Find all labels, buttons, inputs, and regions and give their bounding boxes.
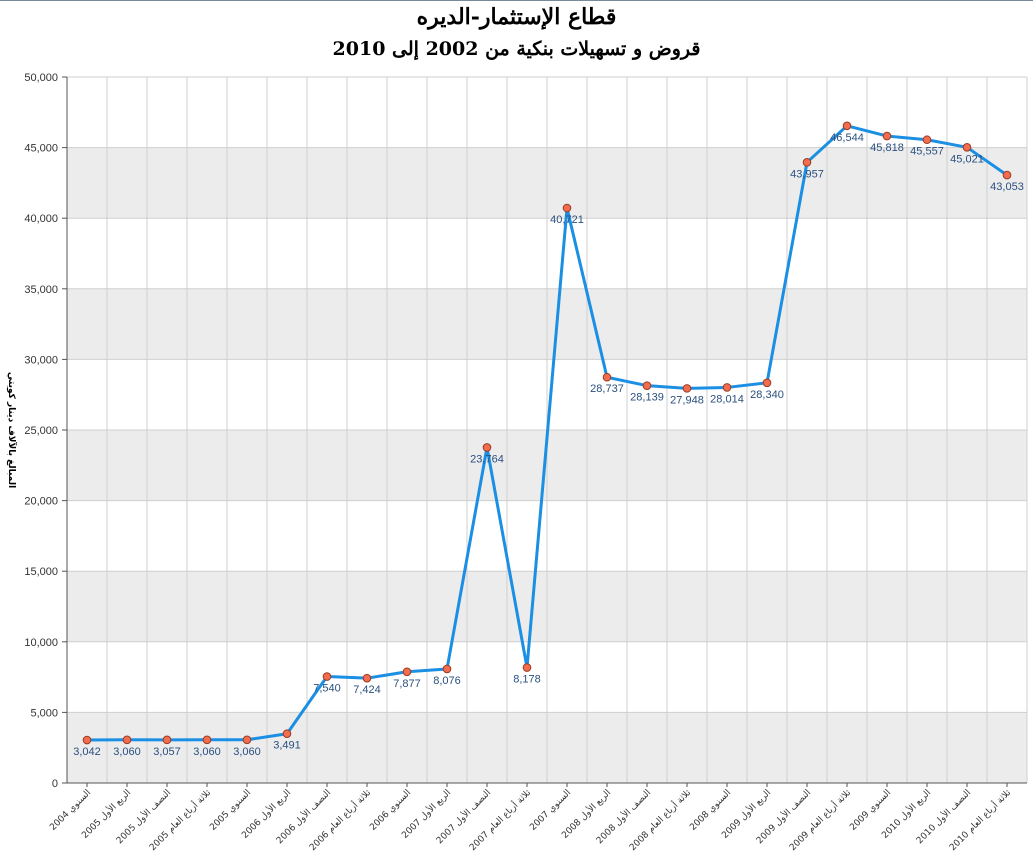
- data-point: [842, 121, 852, 131]
- y-tick-labels: 0 5,000 10,000 15,000 20,000 25,000 30,000 35,0…: [24, 72, 58, 790]
- x-tick-label: السنوي 2007: [528, 788, 573, 833]
- data-point: [562, 203, 572, 213]
- data-point: [162, 735, 172, 745]
- data-point: [402, 667, 412, 677]
- y-tick-label: 5,000: [30, 707, 58, 719]
- data-label: 28,737: [590, 383, 624, 395]
- y-tick-label: 10,000: [24, 637, 58, 649]
- data-point: [202, 735, 212, 745]
- data-point: [242, 735, 252, 745]
- data-point: [362, 673, 372, 683]
- data-point: [522, 663, 532, 672]
- data-label: 3,060: [233, 746, 261, 758]
- data-labels: 3,042 3,060 3,057 3,060 3,060 3,491 7,540 7,424…: [73, 132, 1024, 758]
- data-point: [642, 381, 652, 390]
- data-label: 45,021: [950, 153, 984, 165]
- series-line: [85, 124, 1009, 742]
- data-point: [762, 378, 772, 388]
- data-label: 7,424: [353, 684, 381, 696]
- data-label: 7,540: [313, 683, 341, 695]
- data-label: 7,877: [393, 678, 421, 690]
- data-label: 3,057: [153, 746, 181, 758]
- data-label: 28,340: [750, 389, 784, 401]
- data-point: [602, 372, 612, 382]
- chart-title: قطاع الإستثمار-الديره: [416, 4, 617, 30]
- data-point: [922, 135, 932, 145]
- data-point: [82, 735, 92, 745]
- y-tick-label: 40,000: [24, 213, 58, 225]
- y-tick-label: 35,000: [24, 284, 58, 296]
- data-label: 3,042: [73, 746, 101, 758]
- y-tick-label: 50,000: [24, 72, 58, 84]
- series-layer: [82, 121, 1012, 745]
- data-label: 27,948: [670, 394, 704, 406]
- y-tick-label: 45,000: [24, 143, 58, 155]
- data-label: 23,764: [470, 453, 504, 465]
- data-label: 45,818: [870, 142, 904, 154]
- data-point: [442, 664, 452, 674]
- data-label: 8,076: [433, 675, 461, 687]
- data-point: [962, 143, 972, 152]
- data-point: [322, 672, 332, 681]
- data-point: [682, 384, 692, 393]
- x-tick-label: السنوي 2006: [368, 788, 413, 833]
- data-label: 40,721: [550, 214, 584, 226]
- data-point: [1002, 170, 1012, 180]
- y-axis-label: المبالغ بالآلاف دينار كويتي: [6, 372, 18, 488]
- data-label: 43,957: [790, 168, 824, 180]
- data-label: 45,557: [910, 146, 944, 158]
- data-point: [482, 443, 492, 452]
- x-tick-label: السنوي 2008: [688, 788, 733, 833]
- data-label: 43,053: [990, 181, 1024, 193]
- top-border: [0, 0, 1033, 1]
- data-point: [282, 729, 292, 739]
- data-point: [122, 735, 132, 745]
- y-tick-label: 20,000: [24, 496, 58, 508]
- data-label: 3,060: [113, 746, 141, 758]
- data-label: 28,139: [630, 392, 664, 404]
- y-tick-label: 30,000: [24, 354, 58, 366]
- y-tick-label: 15,000: [24, 566, 58, 578]
- data-label: 3,060: [193, 746, 221, 758]
- data-label: 8,178: [513, 674, 541, 686]
- data-label: 46,544: [830, 132, 864, 144]
- data-point: [882, 131, 892, 141]
- x-tick-label: السنوي 2005: [208, 788, 253, 833]
- x-tick-label: السنوي 2004: [48, 788, 93, 833]
- y-tick-label: 0: [52, 778, 58, 790]
- chart-axes: [62, 76, 1027, 787]
- x-tick-label: السنوي 2009: [848, 788, 893, 833]
- y-tick-label: 25,000: [24, 425, 58, 437]
- data-label: 28,014: [710, 393, 744, 405]
- data-label: 3,491: [273, 740, 301, 752]
- data-point: [802, 158, 812, 167]
- chart-subtitle: قروض و تسهيلات بنكية من 2002 إلى 2010: [332, 38, 701, 60]
- data-point: [722, 383, 732, 392]
